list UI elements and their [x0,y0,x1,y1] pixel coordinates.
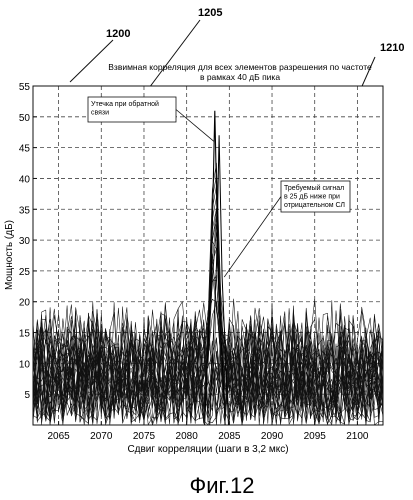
refnum-leakage: 1205 [198,7,222,19]
x-tick-label: 2090 [261,431,284,442]
y-tick-label: 35 [19,205,31,216]
annotation-text: связи [91,110,109,117]
plot-area: Утечка при обратной связи Требуемый сигнал… [33,86,383,425]
annotation-text: Требуемый сигнал [284,184,344,192]
y-tick-label: 25 [19,267,31,278]
refnum-figure: 1200 [106,28,130,40]
refnum-signal: 1210 [380,42,404,54]
y-tick-label: 30 [19,236,31,247]
annotation-text: в 25 дБ ниже при [284,194,340,201]
x-axis-label: Сдвиг корреляции (шаги в 3,2 мкс) [127,444,288,455]
y-tick-label: 15 [19,329,31,340]
leader-line-figure [70,40,113,82]
y-axis-label: Мощность (дБ) [4,220,15,290]
y-tick-label: 5 [24,390,30,401]
annotation-text: Утечка при обратной [91,100,159,108]
x-tick-label: 2095 [304,431,327,442]
figure-caption: Фиг.12 [190,473,255,498]
y-tick-label: 20 [19,298,31,309]
y-tick-label: 50 [19,113,31,124]
y-tick-label: 10 [19,359,31,370]
x-tick-label: 2085 [218,431,241,442]
x-tick-label: 2070 [90,431,113,442]
y-tick-label: 40 [19,174,31,185]
annotation-text: отрицательном СЛ [284,202,345,209]
chart-title-line1: Взвимная корреляция для всех элементов р… [108,62,372,72]
x-tick-label: 2100 [346,431,369,442]
chart-title-line2: в рамках 40 дБ пика [200,72,280,82]
x-tick-label: 2080 [176,431,199,442]
y-tick-label: 55 [19,82,31,93]
x-tick-label: 2065 [47,431,70,442]
x-tick-label: 2075 [133,431,156,442]
y-tick-label: 45 [19,144,31,155]
